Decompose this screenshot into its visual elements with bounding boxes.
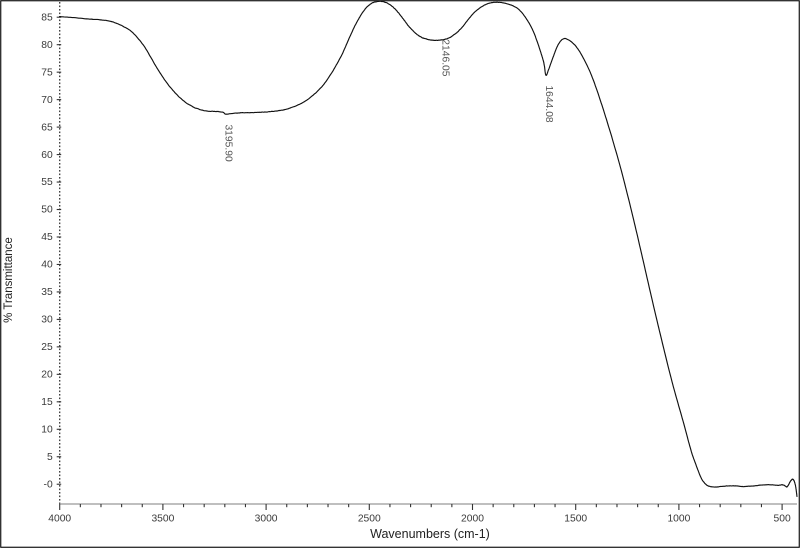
svg-text:75: 75 — [41, 67, 53, 78]
svg-text:60: 60 — [41, 150, 53, 161]
svg-text:55: 55 — [41, 177, 53, 188]
svg-text:80: 80 — [41, 40, 53, 51]
svg-text:2500: 2500 — [358, 514, 381, 525]
svg-text:1000: 1000 — [667, 514, 690, 525]
svg-text:70: 70 — [41, 95, 53, 106]
svg-text:40: 40 — [41, 260, 53, 271]
svg-text:1644.08: 1644.08 — [543, 85, 554, 122]
svg-text:3500: 3500 — [151, 514, 174, 525]
svg-text:4000: 4000 — [48, 514, 71, 525]
svg-text:% Transmittance: % Transmittance — [3, 237, 15, 323]
svg-text:15: 15 — [41, 397, 53, 408]
svg-text:500: 500 — [774, 514, 791, 525]
svg-text:3000: 3000 — [255, 514, 278, 525]
svg-text:20: 20 — [41, 370, 53, 381]
svg-text:2146.05: 2146.05 — [439, 39, 450, 76]
svg-text:50: 50 — [41, 205, 53, 216]
svg-text:3195.90: 3195.90 — [223, 124, 234, 161]
svg-text:-0: -0 — [44, 479, 53, 490]
svg-text:25: 25 — [41, 342, 53, 353]
svg-text:5: 5 — [47, 452, 53, 463]
svg-text:Wavenumbers (cm-1): Wavenumbers (cm-1) — [370, 527, 490, 541]
svg-text:30: 30 — [41, 315, 53, 326]
svg-text:10: 10 — [41, 424, 53, 435]
svg-text:35: 35 — [41, 287, 53, 298]
svg-text:85: 85 — [41, 12, 53, 23]
svg-text:45: 45 — [41, 232, 53, 243]
svg-text:1500: 1500 — [564, 514, 587, 525]
svg-text:2000: 2000 — [461, 514, 484, 525]
svg-text:65: 65 — [41, 122, 53, 133]
